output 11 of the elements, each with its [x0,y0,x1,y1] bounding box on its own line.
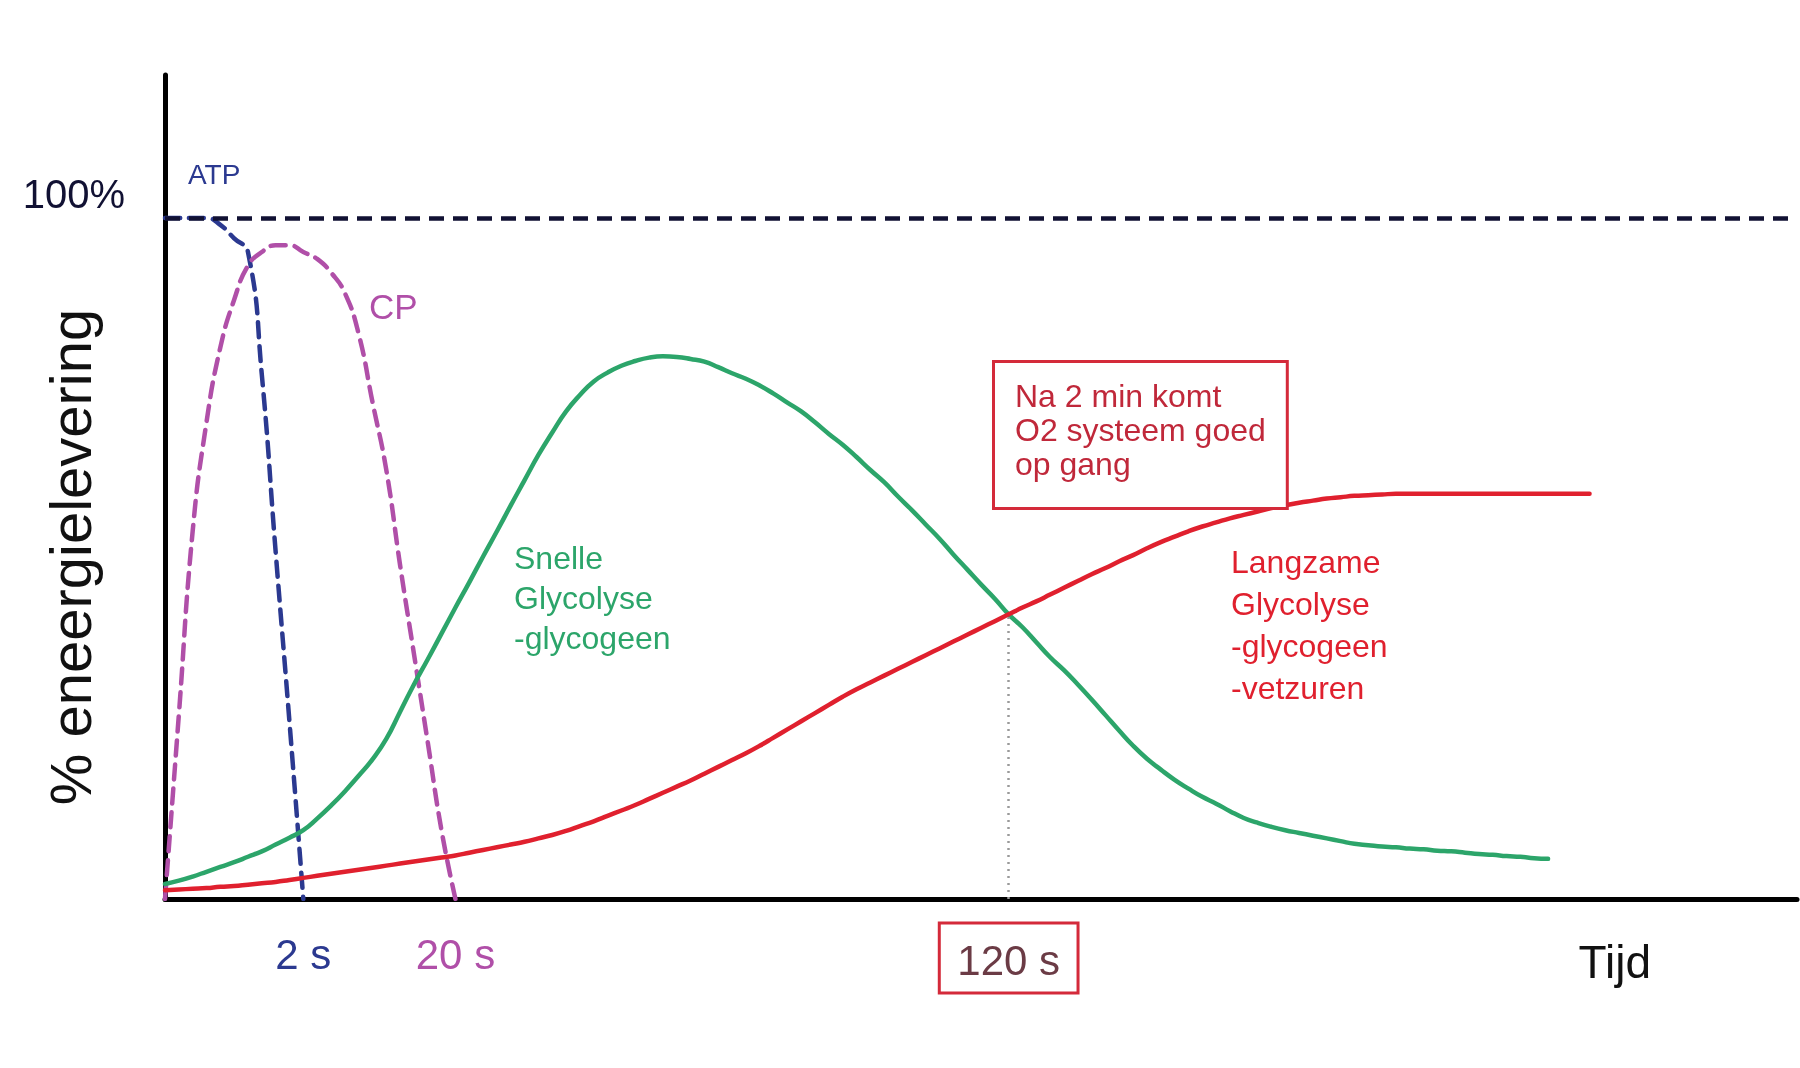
annotation: Na 2 min komt O2 systeem goed op gang [1015,378,1266,482]
ref-line-label: 100% [22,172,125,217]
x-tick-label: 120 s [957,936,1061,984]
series-label: CP [369,286,418,326]
x-axis-title: Tijd [1578,936,1651,988]
x-tick-label: 2 s [275,930,332,978]
x-tick-label: 20 s [415,930,496,978]
series-label: Langzame Glycolyse -glycogeen -vetzuren [1231,544,1388,706]
y-axis-title: % eneergielevering [37,308,103,806]
series-label: Snelle Glycolyse -glycogeen [514,540,671,656]
series-label: ATP [188,158,241,190]
